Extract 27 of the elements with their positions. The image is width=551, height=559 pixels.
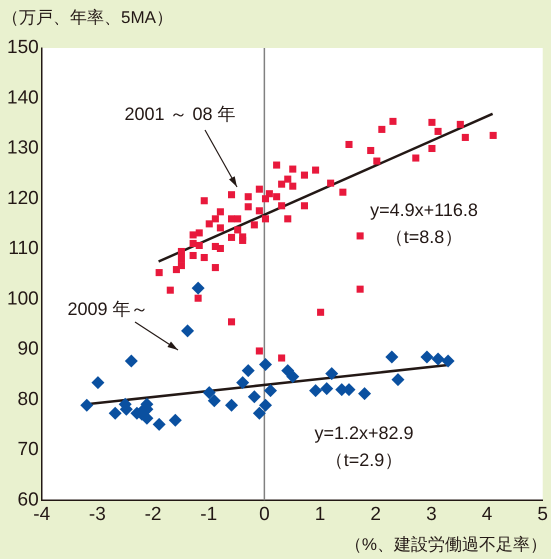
annotation: y=4.9x+116.8 bbox=[370, 200, 478, 220]
x-tick-label: 5 bbox=[537, 504, 548, 525]
y-tick-label: 130 bbox=[7, 138, 39, 159]
x-tick-label: 0 bbox=[259, 504, 270, 525]
y-tick-label: 100 bbox=[7, 288, 39, 310]
annotation: 2009 年～ bbox=[67, 298, 149, 319]
y-tick-label: 110 bbox=[8, 238, 39, 260]
y-tick-label: 120 bbox=[7, 188, 39, 209]
annotation: 2001 ～ 08 年 bbox=[124, 104, 236, 124]
x-tick-label: -1 bbox=[200, 504, 218, 525]
y-tick-label: 90 bbox=[18, 338, 39, 360]
y-tick-label: 70 bbox=[18, 439, 39, 460]
x-tick-label: 1 bbox=[314, 504, 326, 525]
x-tick-label: 2 bbox=[370, 504, 381, 525]
annotation: （t=2.9） bbox=[326, 450, 402, 470]
annotation: （t=8.8） bbox=[386, 226, 462, 247]
x-tick-label: -3 bbox=[88, 504, 106, 525]
x-tick-label: 3 bbox=[426, 504, 437, 525]
y-tick-label: 150 bbox=[7, 37, 39, 58]
x-tick-label: 4 bbox=[482, 504, 493, 525]
x-axis-title: （%、建設労働過不足率） bbox=[344, 534, 547, 556]
x-tick-label: -2 bbox=[144, 504, 162, 525]
y-tick-label: 60 bbox=[18, 489, 39, 510]
y-tick-label: 80 bbox=[18, 388, 39, 410]
y-axis-title: （万戸、年率、5MA） bbox=[2, 7, 173, 29]
annotation: y=1.2x+82.9 bbox=[314, 422, 414, 443]
y-tick-label: 140 bbox=[7, 87, 39, 108]
